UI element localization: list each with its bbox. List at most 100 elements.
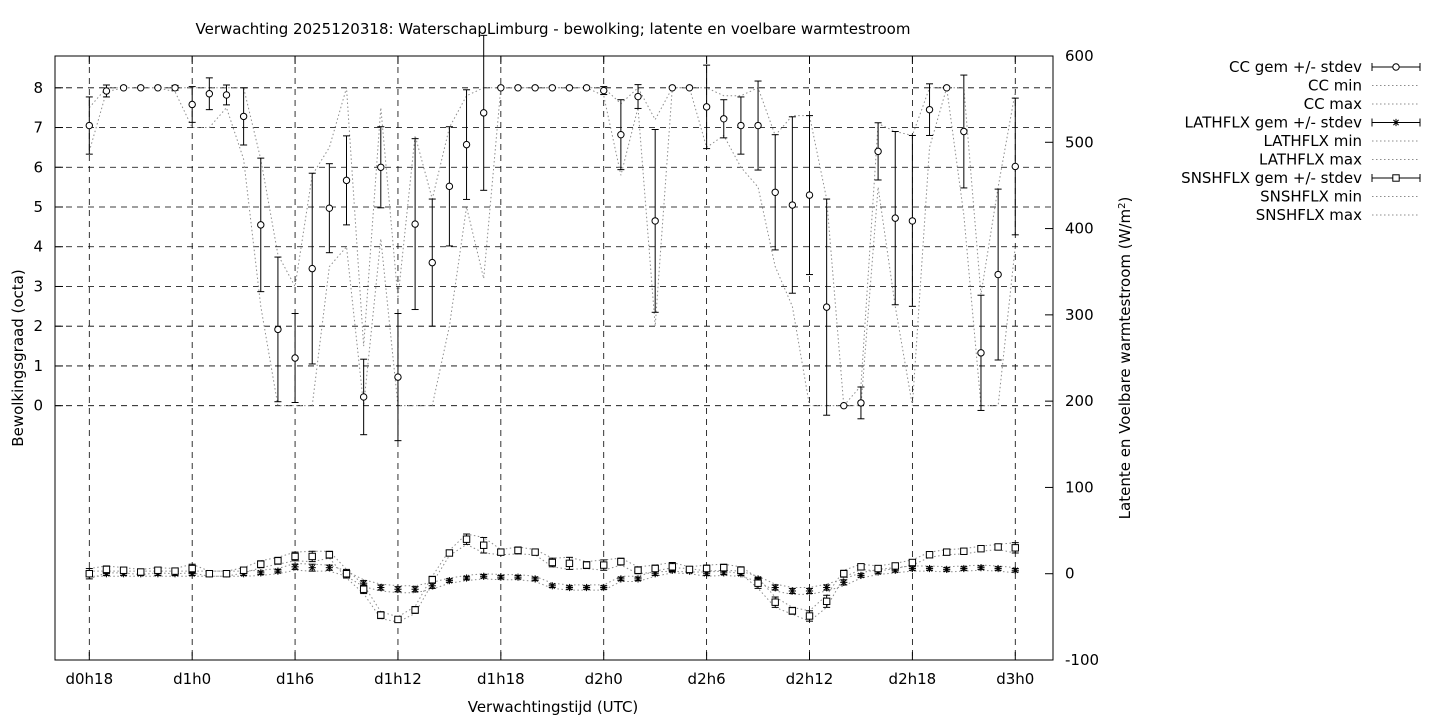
cc-point bbox=[479, 109, 488, 117]
cc-point bbox=[531, 84, 539, 92]
lathflx-point bbox=[548, 582, 556, 590]
snshflx-point bbox=[582, 561, 591, 569]
cc-point bbox=[805, 191, 814, 199]
cc-point bbox=[291, 354, 299, 362]
cc-point bbox=[137, 84, 145, 92]
y2-tick-label: 300 bbox=[1065, 306, 1094, 324]
lathflx-point bbox=[257, 569, 265, 577]
snshflx-point bbox=[428, 576, 436, 584]
cc-point bbox=[565, 84, 574, 92]
cc-point bbox=[617, 130, 625, 139]
lathflx-point bbox=[462, 574, 471, 582]
y2-axis-label-end: ) bbox=[1116, 197, 1134, 203]
legend-item: LATHFLX max bbox=[1259, 151, 1420, 169]
snshflx-point bbox=[325, 551, 334, 559]
cc-point bbox=[462, 140, 471, 149]
lathflx-point bbox=[445, 577, 453, 585]
lathflx-point bbox=[943, 565, 951, 573]
cc-point bbox=[960, 127, 968, 136]
cc-point bbox=[239, 112, 248, 121]
snshflx-point bbox=[788, 607, 797, 615]
x-tick-label: d3h0 bbox=[996, 670, 1034, 688]
cc-point bbox=[634, 92, 642, 101]
cc-point bbox=[548, 84, 556, 92]
cc-point bbox=[874, 147, 882, 156]
cc-point bbox=[720, 115, 728, 123]
lathflx-point bbox=[514, 573, 522, 581]
lathflx-point bbox=[925, 564, 934, 573]
lathflx-point bbox=[428, 582, 436, 590]
lathflx-point bbox=[771, 583, 779, 592]
legend-item: SNSHFLX min bbox=[1260, 188, 1420, 206]
snshflx-point bbox=[565, 559, 574, 568]
cc-point bbox=[257, 221, 265, 229]
y-tick-label: 5 bbox=[33, 198, 43, 216]
legend-item: CC min bbox=[1308, 77, 1420, 95]
snshflx-point bbox=[754, 579, 762, 587]
lathflx-point bbox=[274, 567, 282, 575]
cc-point bbox=[942, 84, 951, 92]
y2-axis-label: Latente en Voelbare warmtestroom (W/m2) bbox=[1116, 197, 1134, 520]
cc-point bbox=[994, 270, 1002, 279]
lathflx-point bbox=[411, 585, 419, 593]
lathflx-point bbox=[788, 587, 796, 595]
legend-item: LATHFLX gem +/- stdev bbox=[1184, 114, 1421, 132]
snshflx-point bbox=[634, 566, 642, 574]
lathflx-point bbox=[977, 564, 985, 572]
lathflx-point bbox=[857, 571, 865, 580]
snshflx-point bbox=[548, 558, 556, 567]
cc-point bbox=[514, 84, 522, 92]
lathflx-point bbox=[1011, 566, 1019, 574]
cc-point bbox=[788, 201, 797, 209]
legend-label: CC max bbox=[1304, 95, 1363, 113]
y-tick-label: 8 bbox=[33, 79, 43, 97]
snshflx-point bbox=[840, 570, 848, 578]
y-tick-label: 4 bbox=[33, 238, 43, 256]
snshflx-point bbox=[85, 570, 93, 578]
snshflx-point bbox=[874, 564, 882, 573]
snshflx-point bbox=[891, 562, 899, 570]
cc-point bbox=[377, 163, 385, 171]
x-tick-label: d2h0 bbox=[585, 670, 623, 688]
legend-item: CC gem +/- stdev bbox=[1229, 58, 1421, 76]
snshflx-point bbox=[977, 544, 985, 553]
y2-tick-label: 600 bbox=[1065, 47, 1094, 65]
x-axis-label: Verwachtingstijd (UTC) bbox=[468, 698, 639, 716]
snshflx-point bbox=[479, 541, 488, 549]
cc-point bbox=[582, 84, 591, 92]
y2-axis-label-sup: 2 bbox=[1117, 203, 1128, 209]
snshflx-point bbox=[394, 615, 402, 624]
cc-point bbox=[119, 84, 128, 92]
cc-point bbox=[600, 86, 608, 95]
legend-label: SNSHFLX max bbox=[1256, 206, 1362, 224]
snshflx-point bbox=[857, 563, 865, 571]
cc-point bbox=[325, 204, 334, 212]
snshflx-point bbox=[514, 546, 522, 555]
x-tick-label: d1h6 bbox=[276, 670, 314, 688]
legend-label: SNSHFLX min bbox=[1260, 188, 1362, 206]
cc-point bbox=[925, 105, 934, 114]
snshflx-point bbox=[908, 558, 917, 567]
snshflx-point bbox=[359, 585, 368, 593]
cc-point bbox=[754, 121, 762, 130]
y-tick-label: 3 bbox=[33, 277, 43, 295]
snshflx-point bbox=[119, 566, 128, 574]
snshflx-point bbox=[617, 557, 625, 566]
snshflx-point bbox=[257, 560, 265, 568]
y-tick-label: 0 bbox=[33, 397, 43, 415]
snshflx-point bbox=[651, 564, 659, 573]
snshflx-point bbox=[960, 547, 968, 555]
cc-point bbox=[428, 258, 436, 267]
snshflx-point bbox=[994, 543, 1002, 551]
cc-point bbox=[1011, 162, 1019, 171]
lathflx-point bbox=[908, 564, 916, 573]
y2-tick-label: -100 bbox=[1065, 651, 1099, 669]
lathflx-point bbox=[291, 563, 299, 571]
lathflx-point bbox=[582, 583, 591, 592]
y-tick-label: 6 bbox=[33, 158, 43, 176]
snshflx-point bbox=[822, 597, 831, 606]
legend-marker bbox=[1392, 118, 1400, 127]
cc-point bbox=[154, 84, 162, 92]
